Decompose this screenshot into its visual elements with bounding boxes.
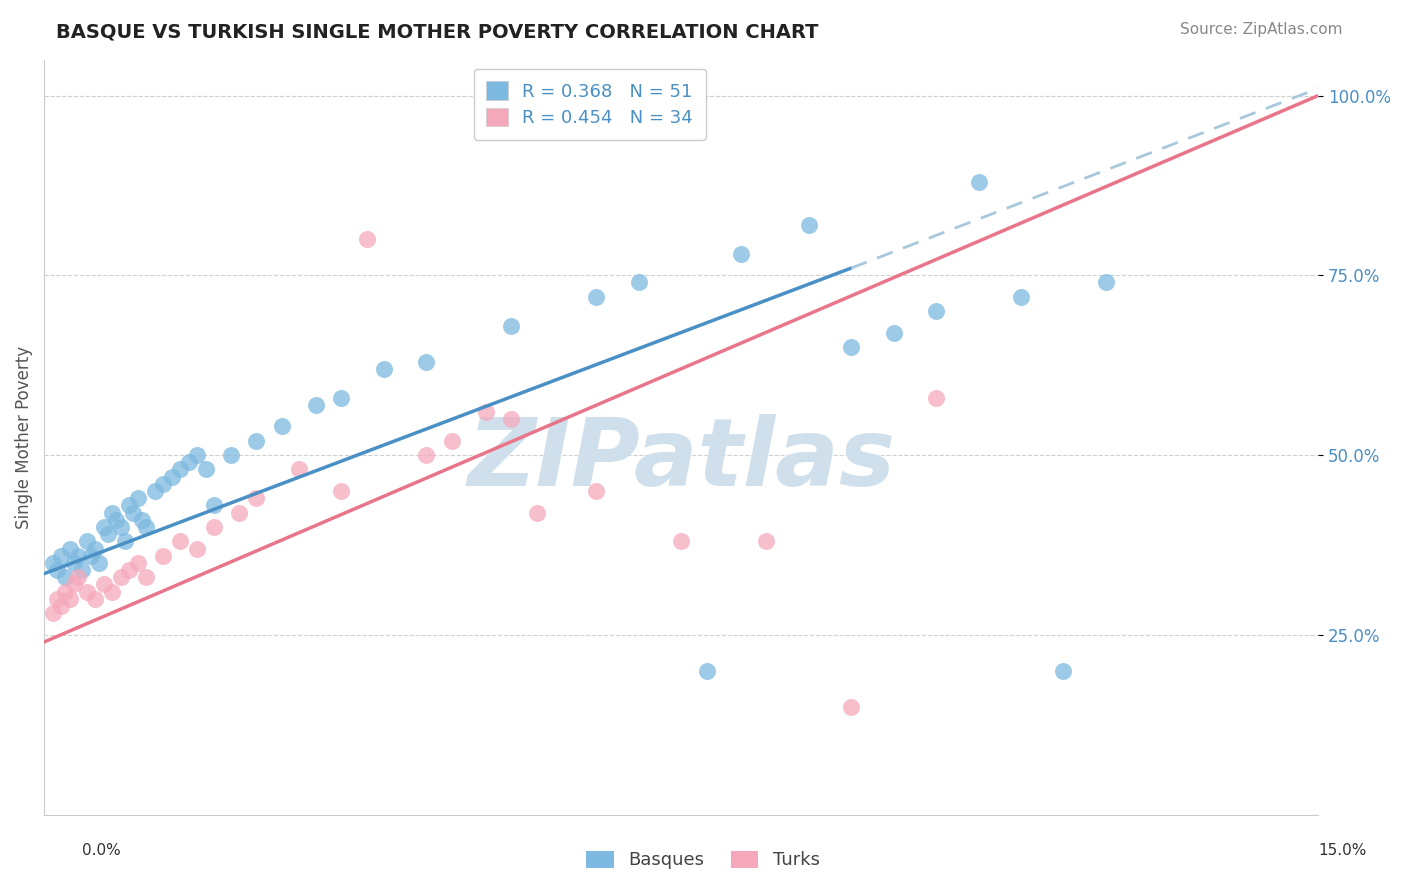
Point (45, 591, 67, 606)
Point (839, 699, 862, 714)
Point (585, 290, 607, 304)
Point (135, 520, 157, 534)
Point (288, 462, 311, 476)
Point (202, 499, 225, 513)
Point (194, 462, 217, 476)
Point (1010, 290, 1032, 304)
Point (330, 483, 353, 498)
Text: Source: ZipAtlas.com: Source: ZipAtlas.com (1180, 22, 1343, 37)
Point (160, 469, 183, 483)
Point (76, 534, 98, 549)
Point (45, 563, 67, 577)
Point (53, 584, 76, 599)
Point (118, 499, 141, 513)
Point (49, 549, 72, 563)
Point (93, 520, 115, 534)
Point (440, 434, 463, 448)
Point (152, 476, 174, 491)
Point (305, 398, 328, 412)
Point (135, 570, 157, 584)
Point (967, 175, 990, 189)
Point (84, 541, 107, 556)
Point (169, 534, 191, 549)
Point (76, 584, 98, 599)
Point (41, 556, 63, 570)
Point (627, 276, 650, 290)
Point (1052, 664, 1074, 678)
Point (53, 570, 76, 584)
Point (97, 527, 120, 541)
Y-axis label: Single Mother Poverty: Single Mother Poverty (15, 345, 32, 529)
Point (186, 448, 208, 462)
Point (245, 434, 267, 448)
Point (219, 448, 242, 462)
Point (67, 570, 90, 584)
Point (152, 549, 174, 563)
Point (127, 556, 149, 570)
Point (63, 556, 86, 570)
Point (49, 599, 72, 613)
Point (84, 591, 107, 606)
Text: 0.0%: 0.0% (82, 843, 121, 858)
Text: ZIPatlas: ZIPatlas (467, 414, 896, 506)
Point (1095, 276, 1118, 290)
Text: 15.0%: 15.0% (1319, 843, 1367, 858)
Point (118, 563, 141, 577)
Point (696, 664, 718, 678)
Point (271, 419, 294, 434)
Text: BASQUE VS TURKISH SINGLE MOTHER POVERTY CORRELATION CHART: BASQUE VS TURKISH SINGLE MOTHER POVERTY … (56, 22, 818, 41)
Point (101, 584, 124, 599)
Point (80, 549, 103, 563)
Point (93, 577, 115, 591)
Point (501, 412, 523, 426)
Point (72, 563, 94, 577)
Point (105, 513, 128, 527)
Point (883, 326, 905, 340)
Point (415, 354, 437, 368)
Point (58, 541, 80, 556)
Point (669, 534, 692, 549)
Point (58, 591, 80, 606)
Point (330, 391, 353, 405)
Point (127, 491, 149, 506)
Point (526, 506, 548, 520)
Point (415, 448, 437, 462)
Point (245, 491, 267, 506)
Point (143, 483, 166, 498)
Point (41, 606, 63, 620)
Point (228, 506, 250, 520)
Point (186, 541, 208, 556)
Point (110, 570, 132, 584)
Point (114, 534, 136, 549)
Legend: R = 0.368   N = 51, R = 0.454   N = 34: R = 0.368 N = 51, R = 0.454 N = 34 (474, 69, 706, 140)
Point (67, 549, 90, 563)
Point (169, 462, 191, 476)
Point (925, 391, 948, 405)
Point (122, 506, 145, 520)
Point (839, 340, 862, 354)
Point (373, 361, 395, 376)
Point (475, 405, 498, 419)
Point (101, 506, 124, 520)
Point (177, 455, 200, 469)
Legend: Basques, Turks: Basques, Turks (578, 842, 828, 879)
Point (755, 534, 778, 549)
Point (730, 246, 752, 260)
Point (501, 318, 523, 333)
Point (202, 520, 225, 534)
Point (585, 483, 607, 498)
Point (797, 218, 820, 232)
Point (89, 556, 111, 570)
Point (63, 577, 86, 591)
Point (110, 520, 132, 534)
Point (356, 232, 378, 246)
Point (131, 513, 153, 527)
Point (925, 304, 948, 318)
